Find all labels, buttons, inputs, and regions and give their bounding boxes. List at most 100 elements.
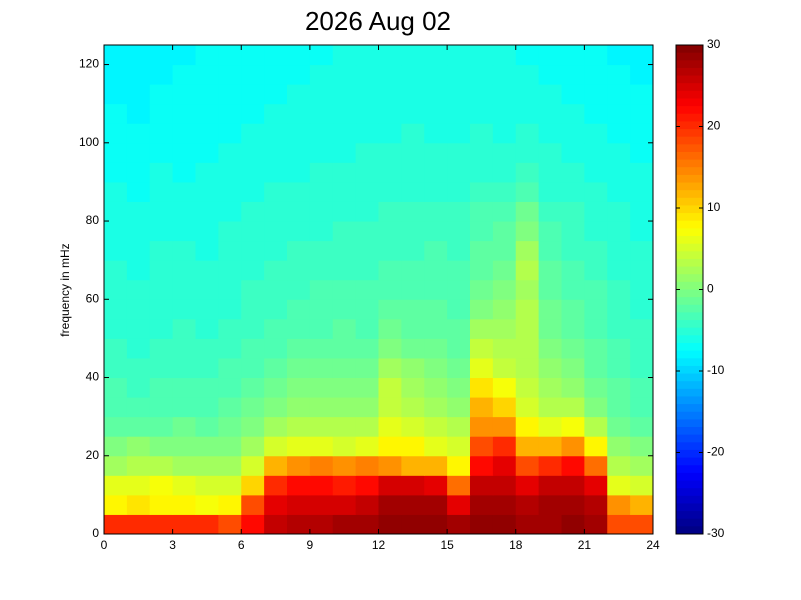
- colorbar-segment: [676, 350, 703, 359]
- heatmap-cell: [492, 338, 517, 359]
- heatmap-cell: [424, 318, 448, 339]
- heatmap-cell: [218, 514, 242, 535]
- heatmap-cell: [332, 299, 357, 320]
- heatmap-cell: [332, 103, 357, 124]
- heatmap-cell: [424, 240, 448, 261]
- heatmap-cell: [561, 64, 585, 85]
- heatmap-cell: [172, 494, 196, 515]
- heatmap-cell: [264, 397, 288, 418]
- heatmap-cell: [241, 279, 265, 300]
- colorbar-segment: [676, 60, 703, 69]
- heatmap-cell: [195, 103, 219, 124]
- heatmap-cell: [309, 338, 334, 359]
- heatmap-cell: [584, 514, 608, 535]
- heatmap-cell: [492, 318, 517, 339]
- heatmap-cell: [172, 436, 196, 457]
- heatmap-cell: [172, 475, 196, 496]
- heatmap-cell: [447, 514, 471, 535]
- heatmap-cell: [241, 357, 265, 379]
- heatmap-cell: [309, 299, 334, 320]
- heatmap-cell: [492, 123, 517, 144]
- heatmap-cell: [607, 45, 631, 66]
- heatmap-cell: [470, 123, 494, 144]
- heatmap-cell: [355, 84, 379, 105]
- heatmap-cell: [424, 45, 448, 66]
- heatmap-cell: [287, 123, 311, 144]
- heatmap-cell: [287, 299, 311, 320]
- heatmap-cell: [309, 455, 334, 476]
- heatmap-cell: [424, 123, 448, 144]
- heatmap-cell: [172, 338, 196, 359]
- heatmap-cell: [607, 475, 631, 496]
- heatmap-cell: [630, 103, 654, 124]
- heatmap-cell: [492, 455, 517, 476]
- heatmap-cell: [561, 279, 585, 300]
- heatmap-cell: [447, 64, 471, 85]
- heatmap-cell: [309, 181, 334, 202]
- heatmap-cell: [218, 142, 242, 163]
- heatmap-cell: [515, 357, 540, 379]
- heatmap-cell: [378, 514, 402, 535]
- heatmap-cell: [424, 162, 448, 183]
- heatmap-cell: [241, 514, 265, 535]
- heatmap-cell: [332, 416, 357, 437]
- heatmap-cell: [287, 181, 311, 202]
- heatmap-cell: [378, 455, 402, 476]
- heatmap-cell: [287, 318, 311, 339]
- heatmap-cell: [241, 103, 265, 124]
- y-tick-label: 0: [92, 526, 99, 540]
- heatmap-cell: [538, 260, 562, 281]
- heatmap-cell: [126, 260, 151, 281]
- heatmap-cell: [492, 494, 517, 515]
- heatmap-cell: [584, 142, 608, 163]
- heatmap-cell: [607, 279, 631, 300]
- heatmap-cell: [561, 162, 585, 183]
- heatmap-cell: [378, 436, 402, 457]
- chart-title: 2026 Aug 02: [305, 6, 451, 36]
- heatmap-cell: [607, 299, 631, 320]
- colorbar-segment: [676, 205, 703, 214]
- heatmap-cell: [172, 377, 196, 398]
- heatmap-cell: [607, 397, 631, 418]
- heatmap-cell: [104, 103, 128, 124]
- heatmap-cell: [126, 201, 151, 222]
- heatmap-cell: [241, 260, 265, 281]
- heatmap-cell: [332, 142, 357, 163]
- colorbar-segment: [676, 327, 703, 336]
- heatmap-cell: [561, 299, 585, 320]
- heatmap-cell: [538, 416, 562, 437]
- heatmap-cell: [287, 475, 311, 496]
- heatmap-cell: [195, 455, 219, 476]
- colorbar-segment: [676, 358, 703, 367]
- colorbar-segment: [676, 427, 703, 436]
- colorbar-segment: [676, 83, 703, 92]
- heatmap-cell: [607, 181, 631, 202]
- heatmap-cell: [584, 299, 608, 320]
- heatmap-cell: [218, 416, 242, 437]
- heatmap: [104, 45, 654, 535]
- x-tick-label: 12: [372, 538, 386, 552]
- heatmap-cell: [126, 84, 151, 105]
- heatmap-cell: [424, 260, 448, 281]
- heatmap-cell: [355, 416, 379, 437]
- heatmap-cell: [447, 221, 471, 242]
- heatmap-cell: [424, 397, 448, 418]
- heatmap-cell: [218, 494, 242, 515]
- heatmap-cell: [218, 123, 242, 144]
- heatmap-cell: [309, 103, 334, 124]
- colorbar-segment: [676, 75, 703, 84]
- heatmap-cell: [172, 240, 196, 261]
- heatmap-cell: [218, 279, 242, 300]
- heatmap-cell: [492, 436, 517, 457]
- heatmap-cell: [630, 201, 654, 222]
- heatmap-cell: [264, 357, 288, 379]
- heatmap-cell: [126, 279, 151, 300]
- colorbar-segment: [676, 457, 703, 466]
- heatmap-cell: [630, 260, 654, 281]
- heatmap-cell: [424, 279, 448, 300]
- heatmap-cell: [447, 279, 471, 300]
- heatmap-cell: [607, 416, 631, 437]
- heatmap-cell: [355, 45, 379, 66]
- heatmap-cell: [470, 436, 494, 457]
